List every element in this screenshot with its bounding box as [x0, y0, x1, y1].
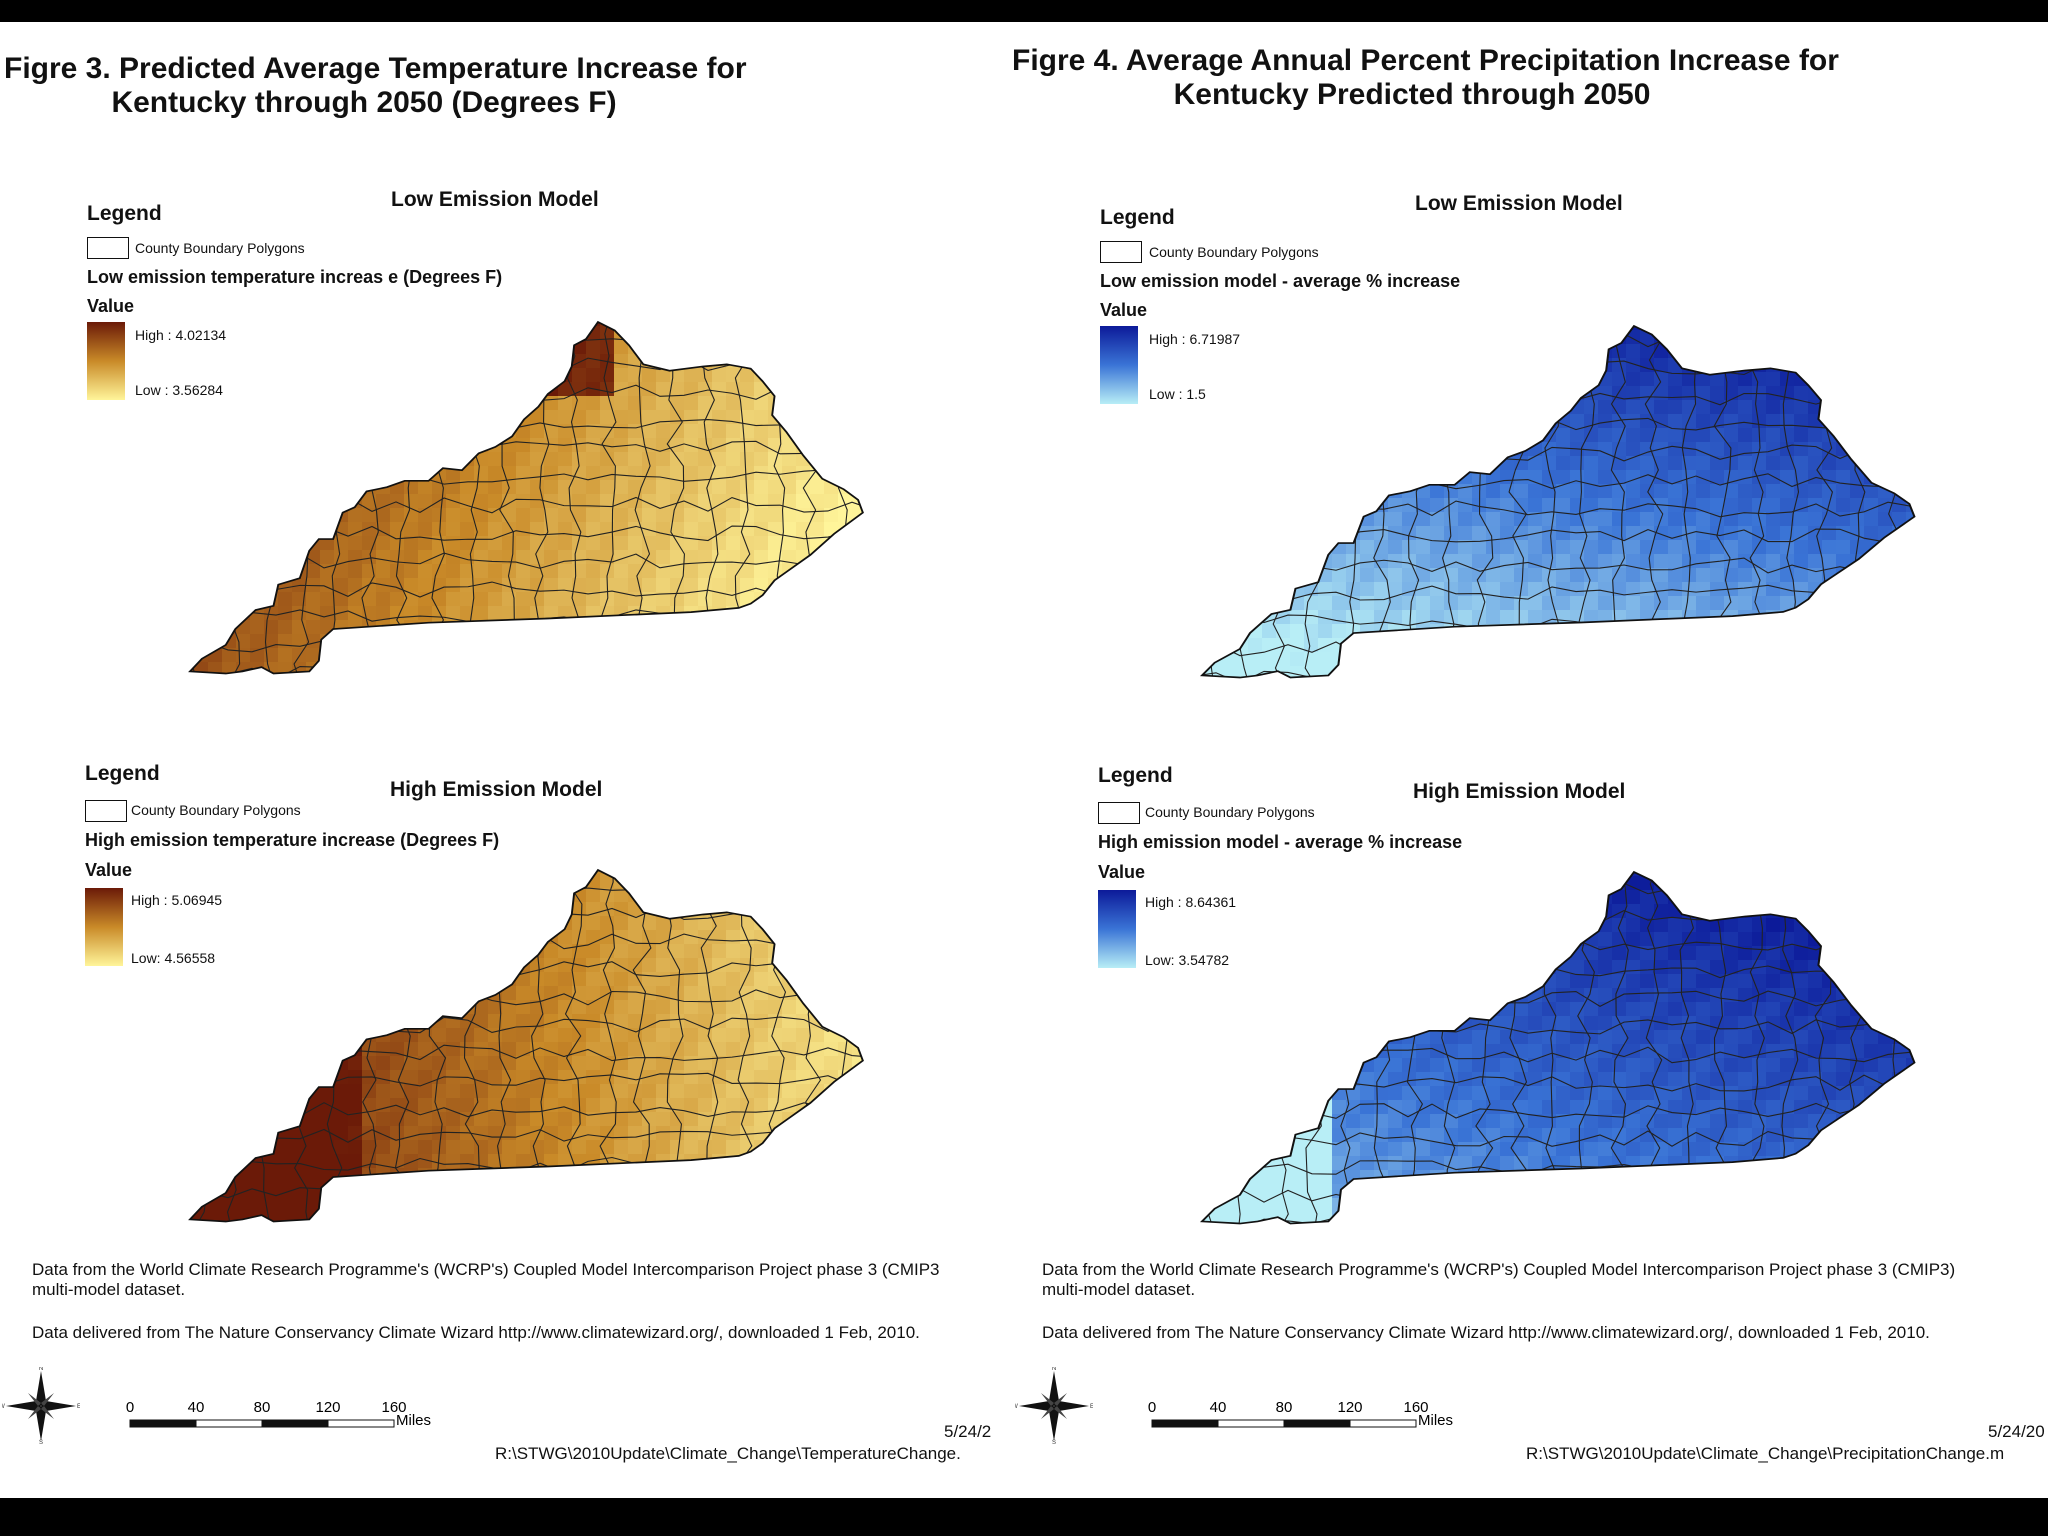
- print-date: 5/24/2: [944, 1422, 992, 1441]
- north-arrow-icon: N S W E: [1015, 1367, 1093, 1445]
- scale-segment: [129, 1419, 197, 1428]
- figure-3-title: Figre 3. Predicted Average Temperature I…: [4, 52, 747, 120]
- file-path: R:\STWG\2010Update\Climate_Change\Temper…: [495, 1444, 961, 1463]
- scale-segment: [327, 1419, 395, 1428]
- ramp-high-label: High : 4.02134: [135, 327, 227, 343]
- scale-unit-label: Miles: [396, 1412, 431, 1429]
- scale-segment: [1151, 1419, 1219, 1428]
- figure-3-title-line1: Figre 3. Predicted Average Temperature I…: [4, 52, 747, 85]
- low-emission-model-title: Low Emission Model: [391, 188, 599, 211]
- legend-field-label: High emission model - average % increase: [1098, 832, 1463, 852]
- ramp-high-label: High : 8.64361: [1145, 894, 1237, 910]
- source-note-line1: Data from the World Climate Research Pro…: [1042, 1260, 1956, 1279]
- legend-value-label: Value: [1100, 300, 1148, 320]
- scale-segment: [195, 1419, 263, 1428]
- precipitation-panel: Figre 4. Average Annual Percent Precipit…: [1012, 22, 2048, 1498]
- legend-heading: Legend: [85, 762, 160, 785]
- figure-4-title-line1: Figre 4. Average Annual Percent Precipit…: [1012, 44, 1839, 77]
- color-ramp: [87, 322, 125, 400]
- compass-w-label: W: [2, 1404, 5, 1410]
- scale-tick-label: 160: [381, 1399, 406, 1416]
- print-date: 5/24/20: [1988, 1422, 2045, 1441]
- high-emission-model-title: High Emission Model: [1413, 780, 1626, 803]
- county-boundary-label: County Boundary Polygons: [135, 240, 305, 256]
- county-boundary-label: County Boundary Polygons: [131, 802, 301, 818]
- legend-value-label: Value: [87, 296, 135, 316]
- scale-tick-label: 40: [188, 1399, 205, 1416]
- scale-unit-label: Miles: [1418, 1412, 1453, 1429]
- legend-field-label: Low emission model - average % increase: [1100, 271, 1461, 291]
- north-arrow-icon: N S W E: [2, 1367, 80, 1445]
- compass-e-label: E: [77, 1404, 80, 1410]
- figure-3-title-line2: Kentucky through 2050 (Degrees F): [111, 86, 617, 119]
- figure-4-title-line2: Kentucky Predicted through 2050: [1173, 78, 1651, 111]
- legend-value-label: Value: [1098, 862, 1146, 882]
- ramp-low-label: Low : 1.5: [1149, 386, 1206, 402]
- color-ramp: [85, 888, 123, 966]
- color-ramp: [1100, 326, 1138, 404]
- figure-4-title: Figre 4. Average Annual Percent Precipit…: [1012, 44, 1839, 112]
- source-note-line1: Data from the World Climate Research Pro…: [32, 1260, 940, 1279]
- kentucky-precipitation-low-map: [1199, 324, 1916, 679]
- scale-tick-label: 120: [1337, 1399, 1362, 1416]
- county-boundary-label: County Boundary Polygons: [1149, 244, 1319, 260]
- scale-tick-label: 160: [1403, 1399, 1428, 1416]
- kentucky-temperature-high-map: [188, 868, 864, 1223]
- scale-tick-label: 40: [1210, 1399, 1227, 1416]
- scale-segment: [1217, 1419, 1285, 1428]
- county-boundary-swatch: [1100, 241, 1142, 263]
- compass-n-label: N: [1052, 1367, 1056, 1372]
- scale-tick-label: 80: [1276, 1399, 1293, 1416]
- page: Figre 3. Predicted Average Temperature I…: [0, 22, 2048, 1498]
- delivery-note: Data delivered from The Nature Conservan…: [32, 1323, 920, 1342]
- ramp-low-label: Low: 4.56558: [131, 950, 216, 966]
- top-black-bar: [1054, 0, 2048, 22]
- delivery-note: Data delivered from The Nature Conservan…: [1042, 1323, 1930, 1342]
- compass-e-label: E: [1090, 1404, 1093, 1410]
- scale-segment: [261, 1419, 329, 1428]
- kentucky-temperature-low-map: [188, 320, 864, 675]
- source-note-line2: multi-model dataset.: [32, 1280, 186, 1299]
- ramp-low-label: Low: 3.54782: [1145, 952, 1230, 968]
- scale-tick-label: 0: [126, 1399, 134, 1416]
- county-boundary-swatch: [85, 800, 127, 822]
- color-ramp: [1098, 890, 1136, 968]
- compass-n-label: N: [39, 1367, 43, 1372]
- scale-tick-label: 80: [254, 1399, 271, 1416]
- legend-heading: Legend: [1100, 206, 1175, 229]
- legend-field-label: High emission temperature increase (Degr…: [85, 830, 500, 850]
- compass-s-label: S: [1052, 1440, 1056, 1445]
- county-boundary-label: County Boundary Polygons: [1145, 804, 1315, 820]
- legend-value-label: Value: [85, 860, 133, 880]
- scale-segment: [1283, 1419, 1351, 1428]
- ramp-high-label: High : 6.71987: [1149, 331, 1241, 347]
- ramp-low-label: Low : 3.56284: [135, 382, 223, 398]
- county-boundary-swatch: [1098, 802, 1140, 824]
- scale-tick-label: 120: [315, 1399, 340, 1416]
- high-emission-model-title: High Emission Model: [390, 778, 603, 801]
- source-note: Data from the World Climate Research Pro…: [1042, 1260, 1955, 1300]
- file-path: R:\STWG\2010Update\Climate_Change\Precip…: [1526, 1444, 2005, 1463]
- compass-s-label: S: [39, 1440, 43, 1445]
- legend-heading: Legend: [1098, 764, 1173, 787]
- compass-w-label: W: [1015, 1404, 1018, 1410]
- scale-segment: [1349, 1419, 1417, 1428]
- scale-tick-label: 0: [1148, 1399, 1156, 1416]
- county-boundary-swatch: [87, 237, 129, 259]
- legend-heading: Legend: [87, 202, 162, 225]
- source-note: Data from the World Climate Research Pro…: [32, 1260, 940, 1300]
- temperature-panel: Figre 3. Predicted Average Temperature I…: [0, 22, 1012, 1498]
- low-emission-model-title: Low Emission Model: [1415, 192, 1623, 215]
- kentucky-precipitation-high-map: [1199, 870, 1916, 1225]
- legend-field-label: Low emission temperature increas e (Degr…: [87, 267, 503, 287]
- ramp-high-label: High : 5.06945: [131, 892, 223, 908]
- source-note-line2: multi-model dataset.: [1042, 1280, 1196, 1299]
